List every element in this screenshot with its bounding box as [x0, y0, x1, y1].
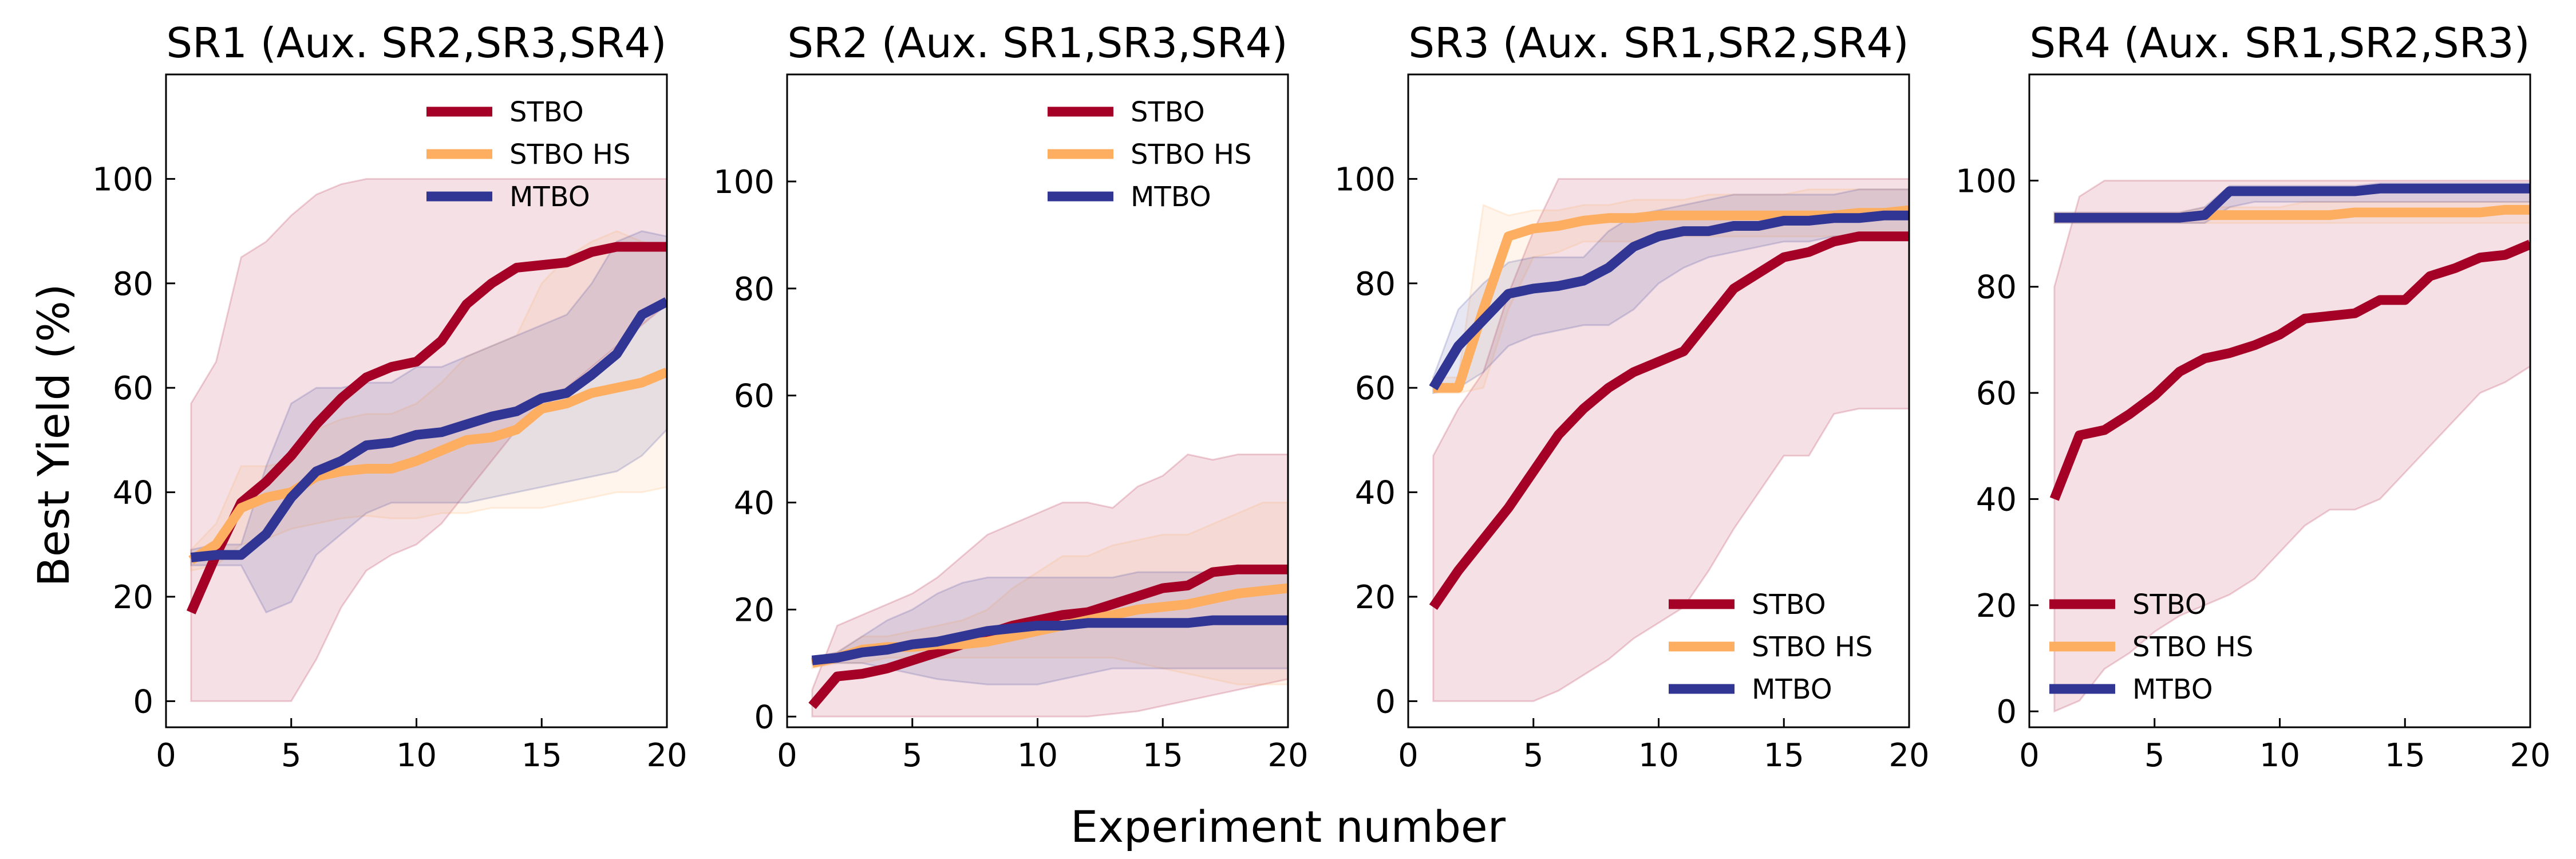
x-tick-label: 0	[156, 737, 176, 774]
legend-label: STBO	[509, 96, 584, 128]
y-axis-label: Best Yield (%)	[28, 283, 79, 586]
legend-label: MTBO	[1752, 673, 1832, 706]
y-tick-label: 80	[113, 266, 153, 303]
y-tick-label: 40	[1976, 481, 2017, 518]
y-tick-label: 20	[1976, 588, 2017, 625]
x-tick-label: 10	[1017, 737, 1058, 774]
x-tick-label: 15	[521, 737, 562, 774]
x-tick-label: 15	[1143, 737, 1183, 774]
y-tick-label: 80	[734, 271, 775, 308]
legend: STBO STBO HS MTBO	[1048, 96, 1251, 213]
y-tick-label: 20	[1355, 579, 1396, 616]
y-tick-label: 0	[754, 699, 775, 736]
x-tick-label: 20	[1267, 737, 1308, 774]
series-line-3	[190, 297, 667, 563]
x-tick-label: 10	[2259, 737, 2300, 774]
x-tick-label: 10	[396, 737, 437, 774]
x-axis-label: Experiment number	[1070, 801, 1506, 852]
series-line-2	[188, 367, 667, 565]
x-tick-label: 15	[2385, 737, 2425, 774]
confidence-band-1	[1432, 178, 1909, 702]
x-tick-label: 20	[646, 737, 687, 774]
y-tick-label: 80	[1976, 269, 2017, 306]
x-tick-label: 5	[281, 737, 302, 774]
chart-1: 0 5 10 15 20 0 20 40 60 80 100 SR1 (Aux. SR2,SR3,SR…	[92, 19, 688, 774]
chart-2: 0 5 10 15 20 0 20 40 60 80 100 SR2 (Aux. SR1,SR3,SR…	[713, 19, 1309, 774]
chart-3: 0 5 10 15 20 0 20 40 60 80 100 SR3 (Aux. SR1,SR2,SR…	[1334, 19, 1930, 774]
y-tick-label: 40	[734, 485, 775, 522]
y-tick-label: 60	[1976, 375, 2017, 412]
x-tick-label: 5	[1523, 737, 1544, 774]
y-tick-label: 100	[1334, 161, 1396, 198]
y-tick-label: 100	[92, 161, 153, 198]
legend-label: STBO	[1131, 96, 1205, 128]
chart-4: 0 5 10 15 20 0 20 40 60 80 100 SR4 (Aux. SR1,SR2,SR…	[1955, 19, 2551, 774]
series-line-1	[808, 564, 1288, 710]
y-tick-label: 100	[713, 164, 775, 201]
series-line-3	[811, 615, 1288, 665]
x-tick-label: 0	[777, 737, 797, 774]
chart-title: SR4 (Aux. SR1,SR2,SR3)	[2029, 19, 2530, 67]
x-tick-label: 5	[2144, 737, 2165, 774]
chart-title: SR1 (Aux. SR2,SR3,SR4)	[166, 19, 666, 67]
legend-label: MTBO	[1131, 181, 1211, 213]
plot-area	[2049, 179, 2530, 713]
y-tick-label: 60	[113, 370, 153, 407]
confidence-band-1	[190, 178, 667, 702]
legend-label: STBO HS	[1752, 631, 1872, 663]
x-tick-label: 10	[1638, 737, 1679, 774]
legend-label: STBO HS	[2132, 631, 2253, 663]
y-tick-label: 100	[1955, 163, 2017, 200]
legend: STBO STBO HS MTBO	[1669, 589, 1872, 706]
y-tick-label: 40	[1355, 475, 1396, 512]
legend-label: STBO HS	[509, 139, 630, 171]
y-tick-label: 0	[1375, 683, 1396, 720]
x-tick-label: 20	[1888, 737, 1929, 774]
series-line-1	[1429, 231, 1909, 610]
y-tick-label: 60	[1355, 370, 1396, 407]
x-tick-label: 20	[2510, 737, 2550, 774]
legend-label: STBO	[2132, 589, 2207, 621]
plot-area	[186, 178, 667, 702]
y-tick-label: 0	[133, 683, 153, 720]
plot-area	[808, 453, 1288, 718]
y-tick-label: 0	[1996, 693, 2017, 731]
confidence-band-1	[2053, 179, 2530, 713]
series-line-1	[2049, 239, 2530, 501]
series-line-1	[186, 242, 667, 614]
x-tick-label: 0	[1398, 737, 1419, 774]
y-tick-label: 20	[734, 592, 775, 629]
y-tick-label: 20	[113, 579, 153, 616]
legend-label: MTBO	[2132, 673, 2213, 706]
y-tick-label: 60	[734, 378, 775, 415]
plot-area	[1429, 178, 1909, 702]
confidence-band-3	[1432, 188, 1909, 395]
legend-label: STBO	[1752, 589, 1826, 621]
legend: STBO STBO HS MTBO	[2049, 589, 2253, 706]
legend-label: MTBO	[509, 181, 590, 213]
legend: STBO STBO HS MTBO	[426, 96, 630, 213]
x-tick-label: 0	[2019, 737, 2040, 774]
y-tick-label: 40	[113, 475, 153, 512]
chart-title: SR2 (Aux. SR1,SR3,SR4)	[787, 19, 1287, 67]
series-line-3	[1429, 210, 1909, 391]
series-line-3	[2054, 183, 2530, 223]
x-tick-label: 15	[1764, 737, 1804, 774]
legend-label: STBO HS	[1131, 139, 1251, 171]
chart-title: SR3 (Aux. SR1,SR2,SR4)	[1408, 19, 1909, 67]
confidence-band-2	[1432, 188, 1909, 394]
x-tick-label: 5	[902, 737, 923, 774]
y-tick-label: 80	[1355, 266, 1396, 303]
